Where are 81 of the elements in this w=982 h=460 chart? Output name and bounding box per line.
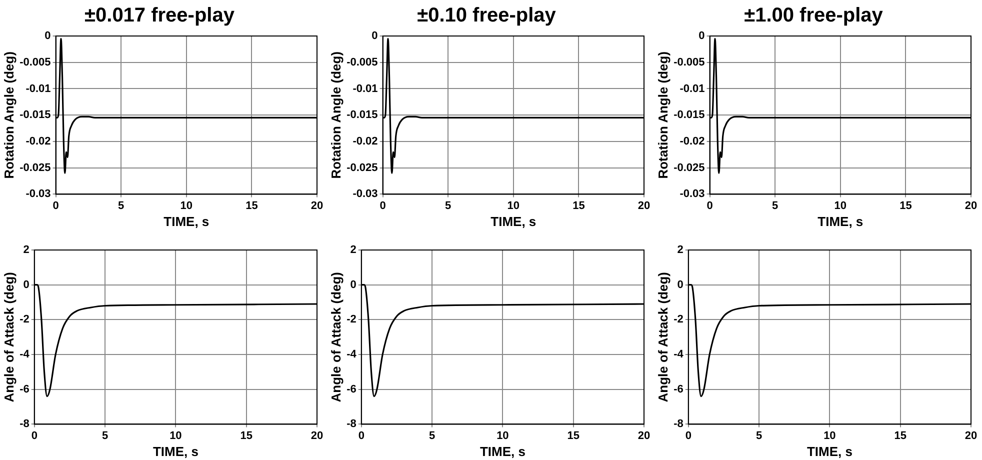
x-tick-label: 0 xyxy=(706,200,713,212)
y-axis-title: Rotation Angle (deg) xyxy=(1,51,16,179)
x-tick-label: 15 xyxy=(900,200,912,212)
y-tick-label: 0 xyxy=(44,30,51,42)
y-tick-label: -0.005 xyxy=(20,56,51,68)
x-tick-label: 10 xyxy=(170,430,182,442)
y-axis-title: Angle of Attack (deg) xyxy=(1,272,16,402)
x-tick-label: 10 xyxy=(507,200,520,212)
chart-title: ±0.10 free-play xyxy=(417,4,557,27)
y-tick-label: -4 xyxy=(20,348,30,361)
y-tick-label: -4 xyxy=(674,348,684,361)
x-axis-title: TIME, s xyxy=(818,214,864,229)
y-tick-label: -0.005 xyxy=(346,56,378,68)
y-axis-title: Angle of Attack (deg) xyxy=(328,272,344,402)
x-axis-title: TIME, s xyxy=(152,444,198,459)
x-tick-label: 20 xyxy=(638,200,650,212)
x-tick-label: 20 xyxy=(964,430,978,442)
y-tick-label: -0.02 xyxy=(26,136,51,148)
x-axis-title: TIME, s xyxy=(480,444,526,459)
x-tick-label: 5 xyxy=(118,200,124,212)
y-tick-label: -2 xyxy=(20,314,30,326)
y-tick-label: -8 xyxy=(20,418,30,430)
y-tick-label: -0.01 xyxy=(352,82,378,95)
y-tick-label: 0 xyxy=(350,278,356,291)
x-tick-label: 15 xyxy=(572,200,585,212)
y-axis-title: Angle of Attack (deg) xyxy=(655,272,670,402)
x-tick-label: 10 xyxy=(496,430,509,442)
x-axis-title: TIME, s xyxy=(490,214,536,229)
y-tick-label: -0.025 xyxy=(346,162,378,174)
y-tick-label: 2 xyxy=(677,244,684,256)
x-tick-label: 5 xyxy=(756,430,762,442)
y-tick-label: -0.02 xyxy=(680,136,705,148)
y-tick-label: -6 xyxy=(346,383,356,396)
y-axis-title: Rotation Angle (deg) xyxy=(328,51,344,179)
y-tick-label: -0.025 xyxy=(20,162,51,174)
x-tick-label: 10 xyxy=(834,200,847,212)
y-tick-label: -4 xyxy=(346,348,358,361)
x-tick-label: 5 xyxy=(445,200,452,212)
y-tick-label: -0.015 xyxy=(346,109,378,122)
y-tick-label: 0 xyxy=(372,30,378,42)
x-tick-label: 20 xyxy=(964,200,978,212)
y-tick-label: -0.02 xyxy=(352,136,378,148)
y-tick-label: -8 xyxy=(346,418,356,430)
x-tick-label: 5 xyxy=(102,430,108,442)
y-tick-label: -0.005 xyxy=(674,56,705,68)
y-tick-label: -6 xyxy=(20,383,30,396)
y-tick-label: -0.03 xyxy=(352,188,378,200)
y-tick-label: -0.03 xyxy=(26,188,51,200)
x-tick-label: 0 xyxy=(380,200,386,212)
x-tick-label: 10 xyxy=(180,200,193,212)
y-tick-label: 0 xyxy=(23,278,30,291)
x-tick-label: 15 xyxy=(567,430,580,442)
y-tick-label: -0.015 xyxy=(20,109,51,122)
y-tick-label: -0.01 xyxy=(680,82,705,95)
y-tick-label: -2 xyxy=(674,314,684,326)
y-tick-label: -0.025 xyxy=(674,162,705,174)
x-tick-label: 0 xyxy=(52,200,59,212)
chart-title: ±0.017 free-play xyxy=(84,4,236,27)
y-tick-label: -0.03 xyxy=(680,188,705,200)
y-tick-label: 0 xyxy=(677,278,684,291)
y-tick-label: -6 xyxy=(674,383,684,396)
x-axis-title: TIME, s xyxy=(164,214,210,229)
x-tick-label: 15 xyxy=(246,200,258,212)
y-tick-label: -2 xyxy=(346,314,356,326)
x-tick-label: 20 xyxy=(310,200,324,212)
y-tick-label: 0 xyxy=(698,30,705,42)
x-axis-title: TIME, s xyxy=(806,444,852,459)
y-tick-label: -0.01 xyxy=(26,82,51,95)
y-tick-label: 2 xyxy=(23,244,30,256)
x-tick-label: 5 xyxy=(772,200,778,212)
y-tick-label: -0.015 xyxy=(674,109,705,122)
x-tick-label: 5 xyxy=(428,430,436,442)
x-tick-label: 20 xyxy=(310,430,324,442)
x-tick-label: 20 xyxy=(638,430,650,442)
chart-title: ±1.00 free-play xyxy=(744,4,884,27)
y-axis-title: Rotation Angle (deg) xyxy=(655,51,670,179)
y-tick-label: 2 xyxy=(350,244,356,256)
x-tick-label: 15 xyxy=(894,430,906,442)
x-tick-label: 15 xyxy=(240,430,252,442)
y-tick-label: -8 xyxy=(674,418,684,430)
x-tick-label: 10 xyxy=(824,430,836,442)
